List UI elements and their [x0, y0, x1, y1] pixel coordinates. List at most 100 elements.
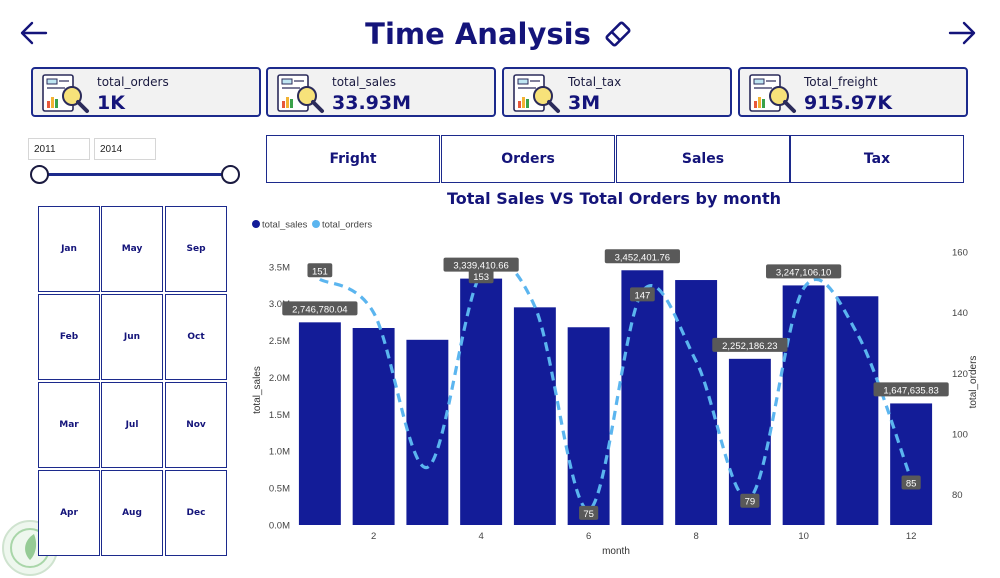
month-tile-may[interactable]: May — [101, 206, 163, 292]
data-label-total-sales: 2,746,780.04 — [292, 304, 347, 315]
forward-arrow-icon[interactable] — [948, 20, 978, 46]
y2-tick-label: 80 — [952, 490, 963, 501]
month-tile-sep[interactable]: Sep — [165, 206, 227, 292]
kpi-value: 1K — [97, 92, 125, 114]
bar-total-sales-month-6 — [567, 327, 610, 525]
y2-tick-label: 140 — [952, 308, 968, 319]
month-tile-jul[interactable]: Jul — [101, 382, 163, 468]
page-title: Time Analysis — [0, 17, 1000, 51]
legend-label-total-sales: total_sales — [262, 220, 308, 231]
page-title-text: Time Analysis — [365, 17, 591, 51]
kpi-label: Total_freight — [804, 75, 878, 89]
combo-chart: total_sales total_orders 0.0M 0.5M 1.0M 1.5M 2… — [252, 220, 979, 557]
report-chart-magnifier-icon — [275, 71, 327, 115]
kpi-card-total-orders: total_orders 1K — [31, 67, 261, 117]
year-slider-start-handle[interactable] — [30, 165, 49, 184]
back-arrow-icon[interactable] — [18, 20, 48, 46]
tax-button[interactable]: Tax — [790, 135, 964, 183]
data-label-total-orders-bg — [901, 475, 921, 490]
y2-axis-label: total_orders — [968, 356, 979, 409]
sales-button[interactable]: Sales — [616, 135, 790, 183]
kpi-label: total_sales — [332, 75, 397, 89]
kpi-card-total-freight: Total_freight 915.97K — [738, 67, 968, 117]
data-label-total-orders: 75 — [583, 509, 594, 520]
bar-total-sales-month-5 — [513, 307, 556, 525]
month-tile-dec[interactable]: Dec — [165, 470, 227, 556]
report-chart-magnifier-icon — [40, 71, 92, 115]
bar-total-sales-month-2 — [352, 327, 395, 525]
report-chart-magnifier-icon — [747, 71, 799, 115]
y2-tick-label: 120 — [952, 369, 968, 380]
month-tile-jun[interactable]: Jun — [101, 294, 163, 380]
x-tick-label: 4 — [478, 531, 483, 542]
data-label-total-orders: 85 — [906, 479, 917, 490]
data-label-total-orders: 153 — [473, 272, 489, 283]
kpi-value: 915.97K — [804, 92, 893, 114]
year-start-input[interactable]: 2011 — [28, 138, 90, 160]
y-tick-label: 0.0M — [269, 521, 290, 532]
data-label-total-sales: 3,452,401.76 — [615, 252, 670, 263]
data-label-total-orders-bg — [629, 287, 655, 302]
x-tick-label: 12 — [906, 531, 917, 542]
kpi-value: 3M — [568, 92, 601, 114]
y2-tick-label: 100 — [952, 430, 968, 441]
data-label-total-orders: 147 — [634, 290, 650, 301]
bar-total-sales-month-12 — [890, 403, 933, 525]
bar-total-sales-month-11 — [836, 296, 879, 525]
data-label-total-sales-bg — [604, 249, 680, 264]
x-tick-label: 10 — [798, 531, 809, 542]
month-tile-mar[interactable]: Mar — [38, 382, 100, 468]
y-tick-label: 2.0M — [269, 373, 290, 384]
eraser-icon — [601, 17, 635, 51]
line-total-orders — [319, 259, 913, 512]
data-label-total-orders-bg — [579, 505, 599, 520]
month-tile-oct[interactable]: Oct — [165, 294, 227, 380]
kpi-label: total_orders — [97, 75, 169, 89]
data-label-total-orders-bg — [468, 269, 494, 284]
x-tick-label: 2 — [371, 531, 376, 542]
bar-total-sales-month-10 — [782, 285, 825, 525]
kpi-card-total-sales: total_sales 33.93M — [266, 67, 496, 117]
legend-label-total-orders: total_orders — [322, 220, 372, 231]
year-end-input[interactable]: 2014 — [94, 138, 156, 160]
data-label-total-sales: 3,339,410.66 — [453, 261, 508, 272]
bar-total-sales-month-4 — [460, 278, 503, 525]
month-tile-feb[interactable]: Feb — [38, 294, 100, 380]
kpi-label: Total_tax — [568, 75, 622, 89]
legend-marker-total-sales — [252, 220, 260, 228]
chart-title: Total Sales VS Total Orders by month — [446, 189, 782, 208]
y-tick-label: 3.5M — [269, 262, 290, 273]
y-tick-label: 1.0M — [269, 447, 290, 458]
y2-tick-label: 160 — [952, 248, 968, 259]
y-tick-label: 1.5M — [269, 410, 290, 421]
data-label-total-sales: 2,252,186.23 — [722, 341, 777, 352]
bar-total-sales-month-7 — [621, 270, 664, 525]
x-tick-label: 8 — [693, 531, 698, 542]
month-tile-aug[interactable]: Aug — [101, 470, 163, 556]
year-slider-end-handle[interactable] — [221, 165, 240, 184]
fright-button[interactable]: Fright — [266, 135, 440, 183]
orders-button[interactable]: Orders — [441, 135, 615, 183]
month-tile-jan[interactable]: Jan — [38, 206, 100, 292]
y-tick-label: 2.5M — [269, 336, 290, 347]
data-label-total-orders-bg — [740, 493, 760, 508]
data-label-total-sales-bg — [443, 257, 519, 272]
bar-total-sales-month-1 — [298, 322, 341, 525]
y-tick-label: 0.5M — [269, 484, 290, 495]
x-axis-label: month — [602, 546, 630, 557]
data-label-total-sales: 3,247,106.10 — [776, 267, 831, 278]
year-slider-track[interactable] — [40, 173, 231, 176]
month-tile-nov[interactable]: Nov — [165, 382, 227, 468]
kpi-value: 33.93M — [332, 92, 412, 114]
report-chart-magnifier-icon — [511, 71, 563, 115]
y-axis-label: total_sales — [252, 366, 263, 414]
data-label-total-orders-bg — [307, 263, 333, 278]
data-label-total-orders: 79 — [745, 497, 756, 508]
month-tile-apr[interactable]: Apr — [38, 470, 100, 556]
data-label-total-orders: 151 — [312, 266, 328, 277]
kpi-card-total-tax: Total_tax 3M — [502, 67, 732, 117]
data-label-total-sales: 1,647,635.83 — [883, 385, 938, 396]
legend-marker-total-orders — [312, 220, 320, 228]
data-label-total-sales-bg — [282, 301, 358, 316]
x-tick-label: 6 — [586, 531, 591, 542]
